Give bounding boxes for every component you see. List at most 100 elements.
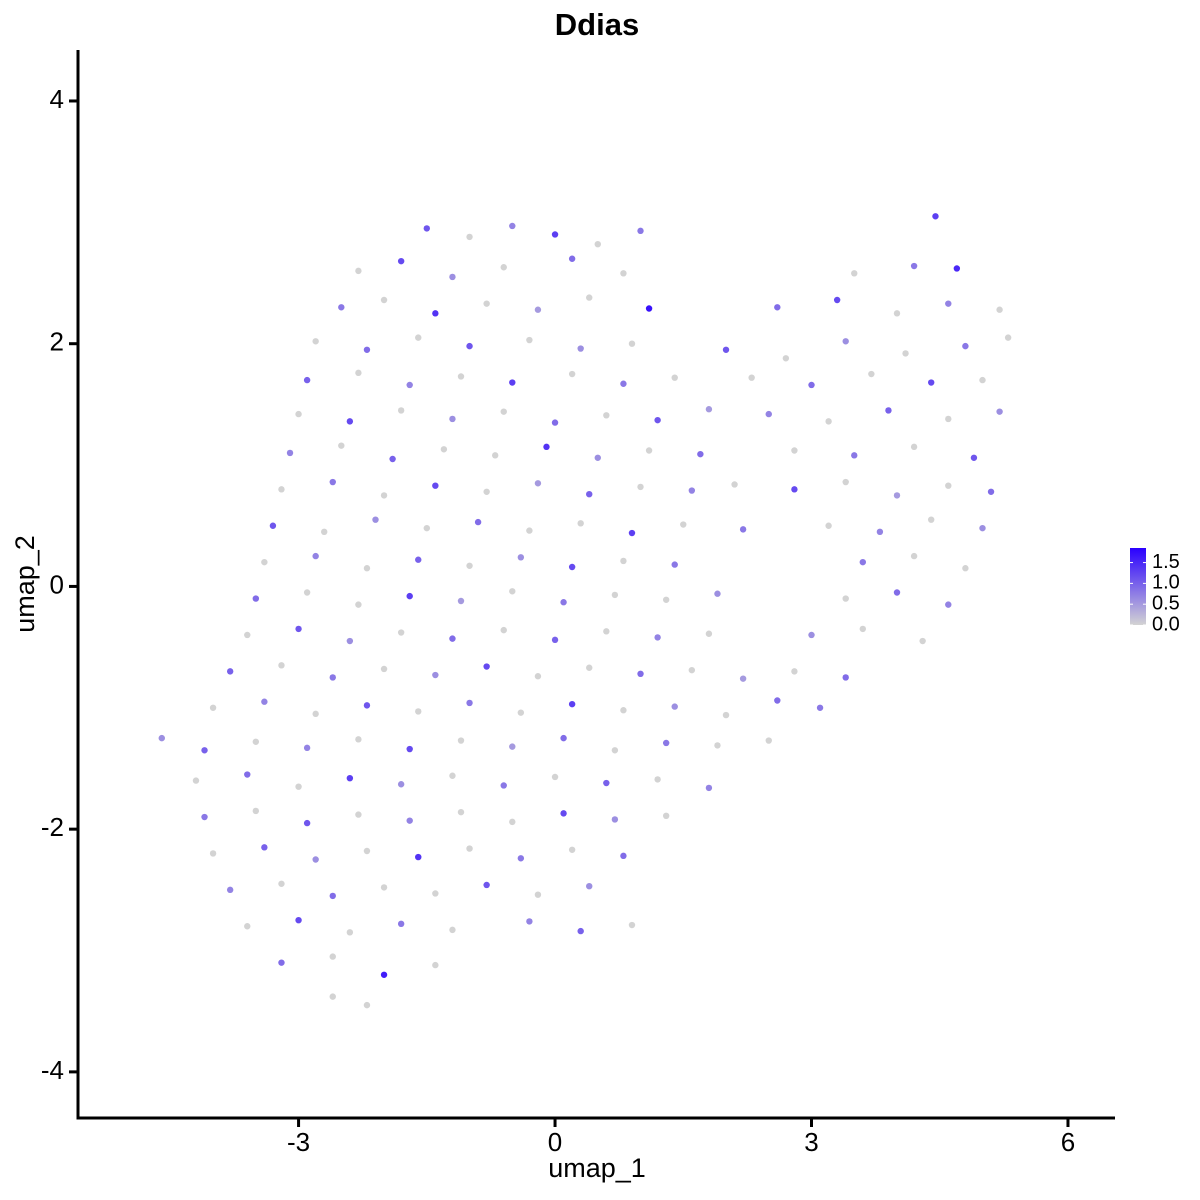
cell-point: [380, 296, 388, 304]
cell-point: [577, 927, 584, 935]
cell-point: [953, 265, 961, 272]
cell-point: [662, 596, 670, 603]
cell-point: [945, 601, 952, 608]
cell-point: [662, 812, 670, 820]
chart-title: Ddias: [555, 7, 639, 42]
cell-point: [765, 410, 772, 418]
cell-point: [449, 635, 456, 642]
cell-point: [278, 959, 285, 966]
cell-point: [244, 771, 251, 778]
cell-point: [329, 993, 336, 1000]
cell-point: [945, 415, 952, 423]
cell-point: [932, 213, 939, 220]
cell-point: [457, 737, 465, 744]
colorbar-label: 0.0: [1152, 613, 1180, 635]
x-tick-label: 3: [804, 1127, 818, 1157]
cell-point: [945, 482, 952, 489]
cell-point: [500, 626, 507, 634]
colorbar-label: 1.5: [1152, 551, 1180, 573]
x-tick-label: 6: [1061, 1127, 1075, 1157]
cell-point: [893, 492, 901, 499]
cell-point: [355, 267, 362, 275]
cell-point: [440, 446, 448, 453]
cell-point: [380, 884, 388, 891]
cell-point: [517, 554, 525, 561]
cell-point: [346, 774, 354, 782]
cell-point: [705, 630, 713, 637]
cell-point: [620, 270, 627, 277]
cell-point: [688, 666, 696, 674]
cell-point: [868, 370, 875, 378]
cell-point: [303, 376, 311, 384]
cell-point: [192, 777, 200, 784]
cell-point: [586, 664, 593, 671]
cell-point: [500, 782, 507, 789]
colorbar-label: 1.0: [1152, 572, 1180, 594]
cell-point: [295, 783, 302, 790]
cell-point: [449, 273, 456, 281]
cell-point: [731, 481, 738, 488]
cell-point: [628, 529, 636, 537]
cell-point: [979, 524, 986, 532]
cell-point: [551, 773, 559, 781]
cell-point: [662, 739, 670, 747]
cell-point: [397, 407, 405, 414]
cell-point: [338, 304, 345, 311]
cell-point: [244, 923, 251, 930]
cell-point: [842, 674, 849, 681]
cell-point: [329, 478, 336, 486]
cell-point: [560, 734, 567, 742]
cell-point: [808, 631, 815, 639]
cell-point: [534, 480, 542, 487]
cell-point: [509, 222, 516, 230]
cell-point: [517, 855, 525, 862]
cell-point: [355, 736, 362, 743]
cell-point: [833, 296, 841, 304]
cell-point: [449, 926, 456, 934]
cell-point: [543, 443, 550, 451]
y-axis-label: umap_2: [10, 535, 40, 633]
cell-point: [449, 415, 456, 423]
x-tick-label: 0: [548, 1127, 562, 1157]
cell-point: [509, 818, 516, 826]
cell-point: [295, 625, 302, 633]
cell-point: [654, 776, 661, 783]
cell-point: [321, 528, 328, 536]
cell-point: [560, 810, 567, 817]
cell-point: [423, 524, 431, 532]
cell-point: [415, 708, 422, 715]
cell-point: [312, 338, 319, 345]
cell-point: [611, 591, 619, 599]
cell-point: [534, 673, 542, 680]
cell-point: [594, 454, 601, 461]
cell-point: [620, 380, 627, 387]
cell-point: [423, 225, 431, 232]
cell-point: [534, 306, 542, 313]
cell-point: [415, 853, 422, 861]
cell-point: [577, 520, 584, 527]
cell-point: [842, 595, 849, 602]
cell-point: [910, 262, 918, 270]
cell-point: [329, 953, 336, 960]
cell-point: [457, 808, 465, 816]
cell-point: [739, 675, 747, 682]
cell-point: [406, 817, 413, 824]
cell-point: [620, 557, 627, 565]
cell-point: [962, 342, 969, 350]
cell-point: [483, 300, 490, 307]
cell-point: [261, 558, 268, 566]
cell-point: [945, 300, 952, 307]
cell-point: [645, 447, 653, 454]
cell-point: [252, 807, 260, 815]
cell-point: [397, 629, 405, 636]
cell-point: [705, 406, 713, 413]
cell-point: [739, 526, 747, 533]
cell-point: [893, 310, 901, 317]
cell-point: [329, 674, 336, 681]
cell-point: [979, 376, 986, 384]
y-tick-label: 0: [50, 569, 64, 599]
cell-point: [415, 556, 422, 563]
cell-point: [808, 381, 815, 389]
cell-point: [859, 625, 867, 633]
cell-point: [226, 668, 234, 675]
